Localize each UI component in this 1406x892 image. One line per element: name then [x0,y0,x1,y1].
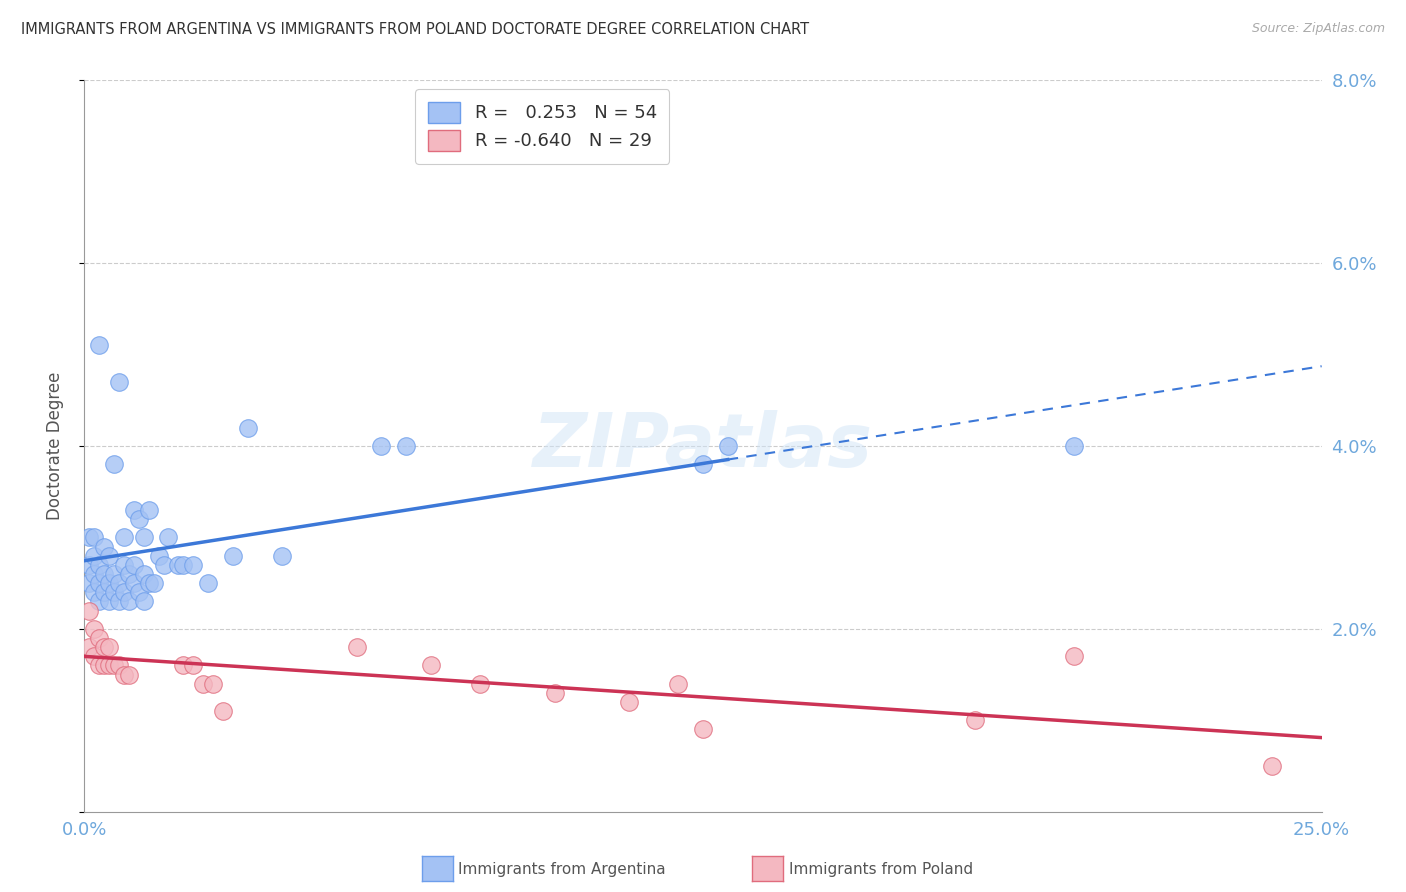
Point [108,594,131,608]
Point [470,676,492,690]
Point [83,530,105,544]
Point [370,439,392,453]
Point [89,658,111,673]
Point [103,458,125,472]
Point [132,530,155,544]
Point [112,585,135,599]
Point [212,704,235,718]
Point [79,603,101,617]
Point [172,558,194,572]
Point [181,558,204,572]
Point [93,567,115,582]
Point [89,576,111,591]
Point [93,540,115,554]
Point [122,576,145,591]
Point [98,658,121,673]
Text: Immigrants from Poland: Immigrants from Poland [789,863,973,877]
Point [89,338,111,352]
Point [98,594,121,608]
Point [83,622,105,636]
Point [543,686,565,700]
Point [83,567,105,582]
Point [617,695,640,709]
Point [118,567,141,582]
Point [79,530,101,544]
Point [108,576,131,591]
Point [965,714,987,728]
Point [93,585,115,599]
Point [108,658,131,673]
Text: ZIPatlas: ZIPatlas [533,409,873,483]
Point [152,558,174,572]
Point [132,567,155,582]
Point [419,658,441,673]
Point [197,576,219,591]
Point [222,549,245,563]
Point [112,667,135,681]
Y-axis label: Doctorate Degree: Doctorate Degree [45,372,63,520]
Point [118,667,141,681]
Point [181,658,204,673]
Point [98,549,121,563]
Point [172,658,194,673]
Point [1063,439,1085,453]
Point [98,640,121,655]
Point [89,594,111,608]
Point [83,649,105,664]
Point [108,375,131,389]
Text: Immigrants from Argentina: Immigrants from Argentina [458,863,666,877]
Point [79,576,101,591]
Point [148,549,170,563]
Point [236,420,259,434]
Point [112,558,135,572]
Point [138,503,160,517]
Point [132,594,155,608]
Legend: R =   0.253   N = 54, R = -0.640   N = 29: R = 0.253 N = 54, R = -0.640 N = 29 [415,89,669,163]
Point [93,658,115,673]
Point [103,585,125,599]
Point [167,558,190,572]
Point [93,640,115,655]
Point [692,723,714,737]
Point [122,558,145,572]
Point [142,576,165,591]
Point [666,676,689,690]
Point [122,503,145,517]
Point [118,594,141,608]
Point [98,576,121,591]
Point [128,512,150,526]
Point [692,458,714,472]
Text: IMMIGRANTS FROM ARGENTINA VS IMMIGRANTS FROM POLAND DOCTORATE DEGREE CORRELATION: IMMIGRANTS FROM ARGENTINA VS IMMIGRANTS … [21,22,810,37]
Point [271,549,294,563]
Point [157,530,180,544]
Point [103,567,125,582]
Point [89,631,111,645]
Point [83,549,105,563]
Text: Source: ZipAtlas.com: Source: ZipAtlas.com [1251,22,1385,36]
Point [395,439,418,453]
Point [717,439,740,453]
Point [103,658,125,673]
Point [191,676,214,690]
Point [1063,649,1085,664]
Point [112,530,135,544]
Point [89,558,111,572]
Point [83,585,105,599]
Point [138,576,160,591]
Point [128,585,150,599]
Point [79,558,101,572]
Point [1261,759,1284,773]
Point [346,640,368,655]
Point [79,640,101,655]
Point [202,676,225,690]
